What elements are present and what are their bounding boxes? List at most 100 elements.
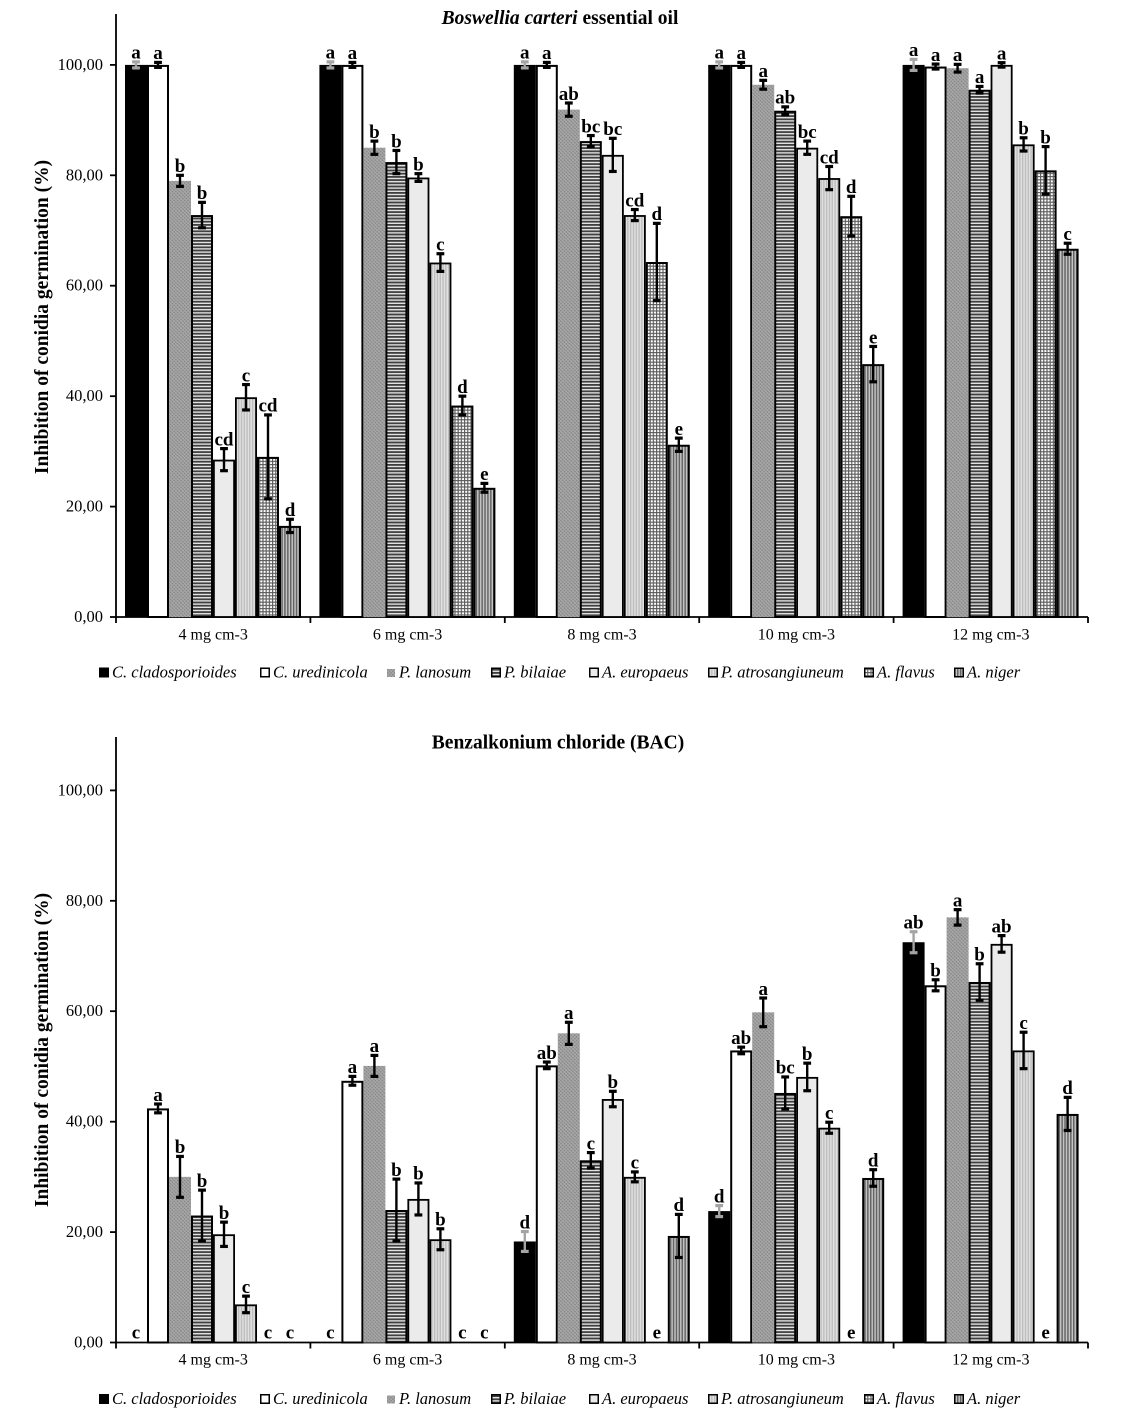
svg-text:P. lanosum: P. lanosum: [398, 1389, 471, 1408]
svg-text:20,00: 20,00: [66, 1222, 103, 1241]
svg-text:a: a: [736, 43, 746, 64]
svg-text:c: c: [1019, 1013, 1027, 1034]
svg-text:80,00: 80,00: [66, 891, 103, 910]
svg-text:c: c: [436, 235, 444, 256]
svg-text:ab: ab: [559, 84, 579, 105]
svg-text:a: a: [997, 43, 1007, 64]
svg-text:bc: bc: [581, 116, 600, 137]
svg-text:d: d: [714, 1186, 725, 1207]
svg-text:a: a: [564, 1003, 574, 1024]
svg-text:c: c: [242, 365, 250, 386]
svg-text:a: a: [714, 43, 724, 64]
svg-text:cd: cd: [625, 190, 644, 211]
svg-text:b: b: [974, 945, 985, 966]
svg-text:a: a: [348, 1057, 358, 1078]
svg-text:e: e: [1041, 1323, 1049, 1344]
svg-text:P. bilaiae: P. bilaiae: [503, 1389, 566, 1408]
svg-text:c: c: [458, 1323, 466, 1344]
svg-text:e: e: [480, 464, 488, 485]
svg-text:d: d: [846, 177, 857, 198]
svg-text:cd: cd: [259, 396, 278, 417]
svg-text:d: d: [457, 377, 468, 398]
svg-text:b: b: [930, 961, 941, 982]
svg-text:b: b: [175, 156, 186, 177]
svg-text:Boswellia carteri essential oi: Boswellia carteri essential oil: [441, 8, 679, 29]
svg-text:40,00: 40,00: [66, 386, 103, 405]
svg-text:a: a: [153, 43, 163, 64]
svg-text:8 mg cm-3: 8 mg cm-3: [567, 1352, 636, 1369]
svg-text:b: b: [391, 131, 402, 152]
svg-text:b: b: [219, 1203, 230, 1224]
svg-text:e: e: [675, 419, 683, 440]
svg-text:A. niger: A. niger: [966, 1389, 1021, 1408]
svg-text:P. atrosangiuneum: P. atrosangiuneum: [720, 663, 844, 682]
svg-text:c: c: [286, 1323, 294, 1344]
svg-text:a: a: [953, 890, 963, 911]
svg-text:b: b: [435, 1210, 446, 1231]
svg-text:a: a: [909, 40, 919, 61]
svg-text:a: a: [348, 43, 358, 64]
svg-text:4 mg cm-3: 4 mg cm-3: [179, 1352, 248, 1369]
svg-text:C. cladosporioides: C. cladosporioides: [112, 1389, 237, 1408]
svg-text:d: d: [652, 204, 663, 225]
svg-text:a: a: [370, 1036, 380, 1057]
svg-text:ab: ab: [537, 1043, 557, 1064]
svg-text:A. flavus: A. flavus: [876, 1389, 935, 1408]
svg-text:a: a: [975, 67, 985, 88]
svg-text:10 mg cm-3: 10 mg cm-3: [758, 627, 835, 644]
svg-text:b: b: [1040, 127, 1051, 148]
svg-text:b: b: [197, 1171, 208, 1192]
svg-text:C. uredinicola: C. uredinicola: [273, 663, 368, 682]
svg-text:a: a: [758, 979, 768, 1000]
svg-text:c: c: [480, 1323, 488, 1344]
svg-text:ab: ab: [775, 88, 795, 109]
svg-text:b: b: [175, 1137, 186, 1158]
svg-text:b: b: [1018, 119, 1029, 140]
svg-text:80,00: 80,00: [66, 165, 103, 184]
svg-text:A. europaeus: A. europaeus: [601, 1389, 688, 1408]
svg-text:b: b: [369, 122, 380, 143]
svg-text:4 mg cm-3: 4 mg cm-3: [179, 627, 248, 644]
svg-text:bc: bc: [798, 122, 817, 143]
svg-text:c: c: [631, 1153, 639, 1174]
svg-text:6 mg cm-3: 6 mg cm-3: [373, 627, 442, 644]
svg-text:a: a: [520, 43, 530, 64]
svg-text:b: b: [608, 1072, 619, 1093]
svg-text:c: c: [587, 1133, 595, 1154]
svg-text:ab: ab: [904, 913, 924, 934]
svg-text:0,00: 0,00: [74, 1333, 103, 1352]
svg-text:c: c: [242, 1277, 250, 1298]
svg-text:e: e: [869, 327, 877, 348]
svg-text:c: c: [132, 1323, 140, 1344]
svg-text:Inhibition of conidia germinat: Inhibition of conidia germination (%): [32, 893, 53, 1207]
svg-text:d: d: [674, 1195, 685, 1216]
svg-text:a: a: [758, 61, 768, 82]
svg-text:e: e: [653, 1323, 661, 1344]
svg-text:C. cladosporioides: C. cladosporioides: [112, 663, 237, 682]
svg-text:a: a: [326, 43, 336, 64]
svg-text:a: a: [153, 1085, 163, 1106]
svg-text:6 mg cm-3: 6 mg cm-3: [373, 1352, 442, 1369]
svg-text:d: d: [1062, 1078, 1073, 1099]
svg-text:b: b: [802, 1044, 813, 1065]
svg-text:a: a: [542, 43, 552, 64]
svg-text:b: b: [197, 183, 208, 204]
svg-text:A. flavus: A. flavus: [876, 663, 935, 682]
svg-text:cd: cd: [215, 429, 234, 450]
svg-text:a: a: [953, 45, 963, 66]
svg-text:bc: bc: [776, 1058, 795, 1079]
svg-text:d: d: [520, 1212, 531, 1233]
svg-text:20,00: 20,00: [66, 497, 103, 516]
svg-text:100,00: 100,00: [58, 780, 103, 799]
svg-text:c: c: [825, 1103, 833, 1124]
svg-text:C. uredinicola: C. uredinicola: [273, 1389, 368, 1408]
svg-text:b: b: [413, 1164, 424, 1185]
svg-text:a: a: [131, 43, 141, 64]
svg-text:a: a: [931, 45, 941, 66]
svg-text:bc: bc: [603, 119, 622, 140]
svg-text:ab: ab: [992, 916, 1012, 937]
svg-text:8 mg cm-3: 8 mg cm-3: [567, 627, 636, 644]
svg-text:60,00: 60,00: [66, 1001, 103, 1020]
svg-text:P. bilaiae: P. bilaiae: [503, 663, 566, 682]
svg-text:ab: ab: [731, 1028, 751, 1049]
